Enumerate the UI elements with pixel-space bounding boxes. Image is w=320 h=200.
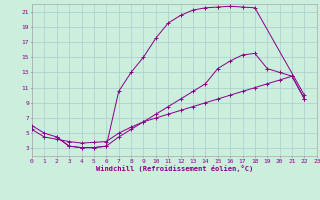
X-axis label: Windchill (Refroidissement éolien,°C): Windchill (Refroidissement éolien,°C) [96,165,253,172]
